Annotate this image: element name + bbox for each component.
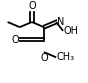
Text: CH₃: CH₃ [57, 52, 75, 62]
Text: O: O [11, 35, 19, 45]
Text: N: N [57, 17, 64, 27]
Text: O: O [28, 1, 36, 11]
Text: OH: OH [64, 26, 79, 36]
Text: O: O [40, 53, 48, 63]
